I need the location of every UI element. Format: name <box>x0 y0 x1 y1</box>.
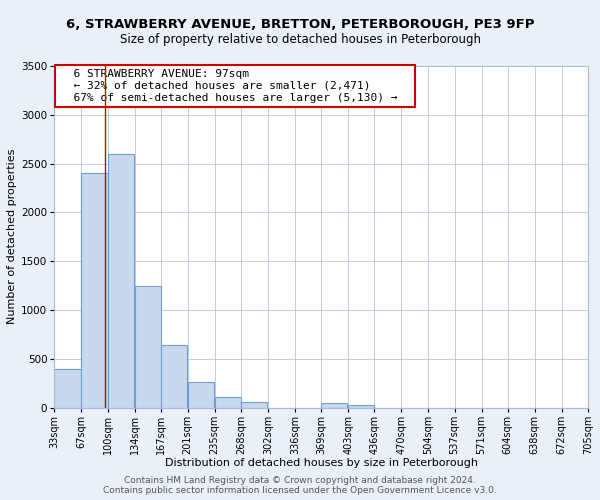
Y-axis label: Number of detached properties: Number of detached properties <box>7 149 17 324</box>
Text: 6, STRAWBERRY AVENUE, BRETTON, PETERBOROUGH, PE3 9FP: 6, STRAWBERRY AVENUE, BRETTON, PETERBORO… <box>66 18 534 30</box>
Bar <box>55 368 80 408</box>
Text: Contains public sector information licensed under the Open Government Licence v3: Contains public sector information licen… <box>103 486 497 495</box>
Text: Size of property relative to detached houses in Peterborough: Size of property relative to detached ho… <box>119 32 481 46</box>
Bar <box>188 382 214 407</box>
X-axis label: Distribution of detached houses by size in Peterborough: Distribution of detached houses by size … <box>164 458 478 468</box>
Bar <box>348 404 374 407</box>
Bar <box>241 402 267 407</box>
Text: 6 STRAWBERRY AVENUE: 97sqm  
  ← 32% of detached houses are smaller (2,471)  
  : 6 STRAWBERRY AVENUE: 97sqm ← 32% of deta… <box>59 70 410 102</box>
Bar <box>161 345 187 408</box>
Bar <box>215 397 241 407</box>
Bar <box>321 402 347 407</box>
Text: Contains HM Land Registry data © Crown copyright and database right 2024.: Contains HM Land Registry data © Crown c… <box>124 476 476 485</box>
Bar <box>134 286 161 408</box>
Bar <box>82 174 107 408</box>
Bar <box>107 154 134 407</box>
